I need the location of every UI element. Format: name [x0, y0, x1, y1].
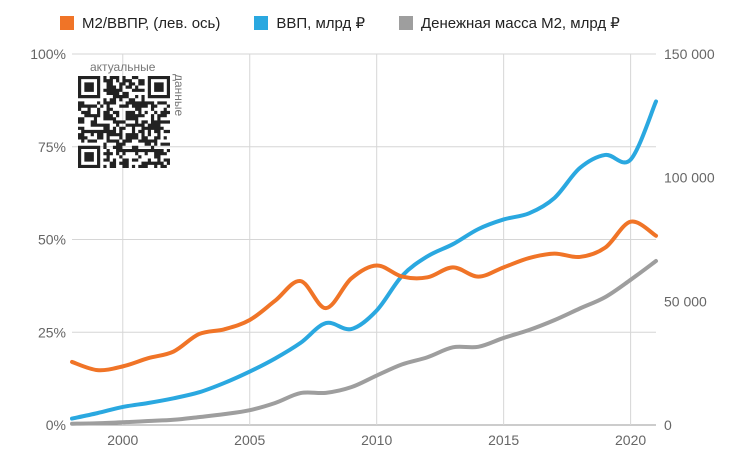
legend-label: M2/ВВПР, (лев. ось) [82, 14, 221, 32]
series-line-2 [70, 259, 658, 426]
legend-swatch-blue [254, 16, 269, 30]
x-tick-label: 2015 [488, 432, 519, 448]
legend-item-money-supply[interactable]: Денежная масса М2, млрд ₽ [399, 14, 620, 32]
legend-label: ВВП, млрд ₽ [276, 15, 366, 32]
legend-item-gdp[interactable]: ВВП, млрд ₽ [254, 14, 365, 32]
y-left-tick-label: 0% [46, 417, 66, 433]
y-left-tick-label: 75% [38, 139, 66, 155]
qr-side-label: данные [172, 74, 186, 117]
y-right-tick-label: 0 [664, 417, 672, 433]
qr-code-icon[interactable] [78, 76, 170, 168]
legend-swatch-orange [60, 16, 74, 30]
y-right-tick-label: 150 000 [664, 46, 715, 62]
legend-item-m2-gdp-ratio[interactable]: M2/ВВПР, (лев. ось) [60, 15, 220, 32]
series-line-0 [70, 219, 658, 373]
x-tick-label: 2010 [361, 432, 392, 448]
qr-top-label: актуальные [90, 60, 156, 74]
y-left-tick-label: 50% [38, 232, 66, 248]
qr-code-block[interactable]: актуальные данные [78, 60, 188, 172]
x-tick-label: 2005 [234, 432, 265, 448]
y-left-tick-label: 25% [38, 324, 66, 340]
y-right-tick-label: 100 000 [664, 170, 715, 186]
series-line-1 [70, 99, 658, 421]
legend-swatch-gray [399, 16, 414, 30]
legend: M2/ВВПР, (лев. ось) ВВП, млрд ₽ Денежная… [60, 14, 684, 32]
y-left-tick-label: 100% [30, 46, 66, 62]
qr-modules [78, 76, 170, 168]
legend-label: Денежная масса М2, млрд ₽ [421, 15, 620, 32]
y-right-tick-label: 50 000 [664, 293, 707, 309]
x-tick-label: 2000 [107, 432, 138, 448]
x-tick-label: 2020 [615, 432, 646, 448]
